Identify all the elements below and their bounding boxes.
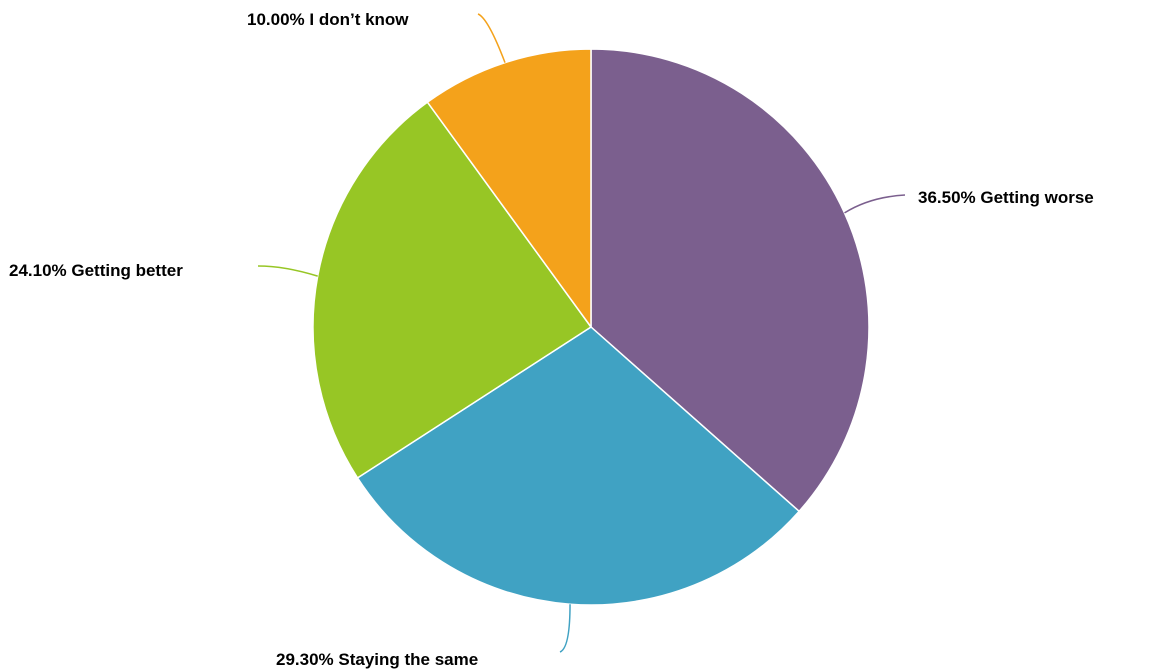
slice-label-i-dont-know: 10.00% I don’t know	[247, 10, 409, 29]
slice-label-getting-better: 24.10% Getting better	[9, 261, 183, 280]
leader-line-getting-worse	[844, 194, 906, 214]
pie-slice-staying-the-same	[356, 326, 800, 606]
slice-label-getting-worse: 36.50% Getting worse	[918, 188, 1094, 207]
leader-line-i-don-t-know	[477, 13, 506, 63]
pie-slices	[312, 48, 870, 606]
leader-line-getting-better	[257, 265, 318, 277]
pie-slice-i-don-t-know	[426, 48, 592, 328]
slice-label-staying-the-same: 29.30% Staying the same	[276, 650, 478, 669]
leader-lines	[257, 13, 906, 653]
pie-slice-getting-better	[312, 101, 592, 479]
slice-labels: 36.50% Getting worse 29.30% Staying the …	[9, 10, 1094, 669]
leader-line-staying-the-same	[559, 604, 571, 653]
